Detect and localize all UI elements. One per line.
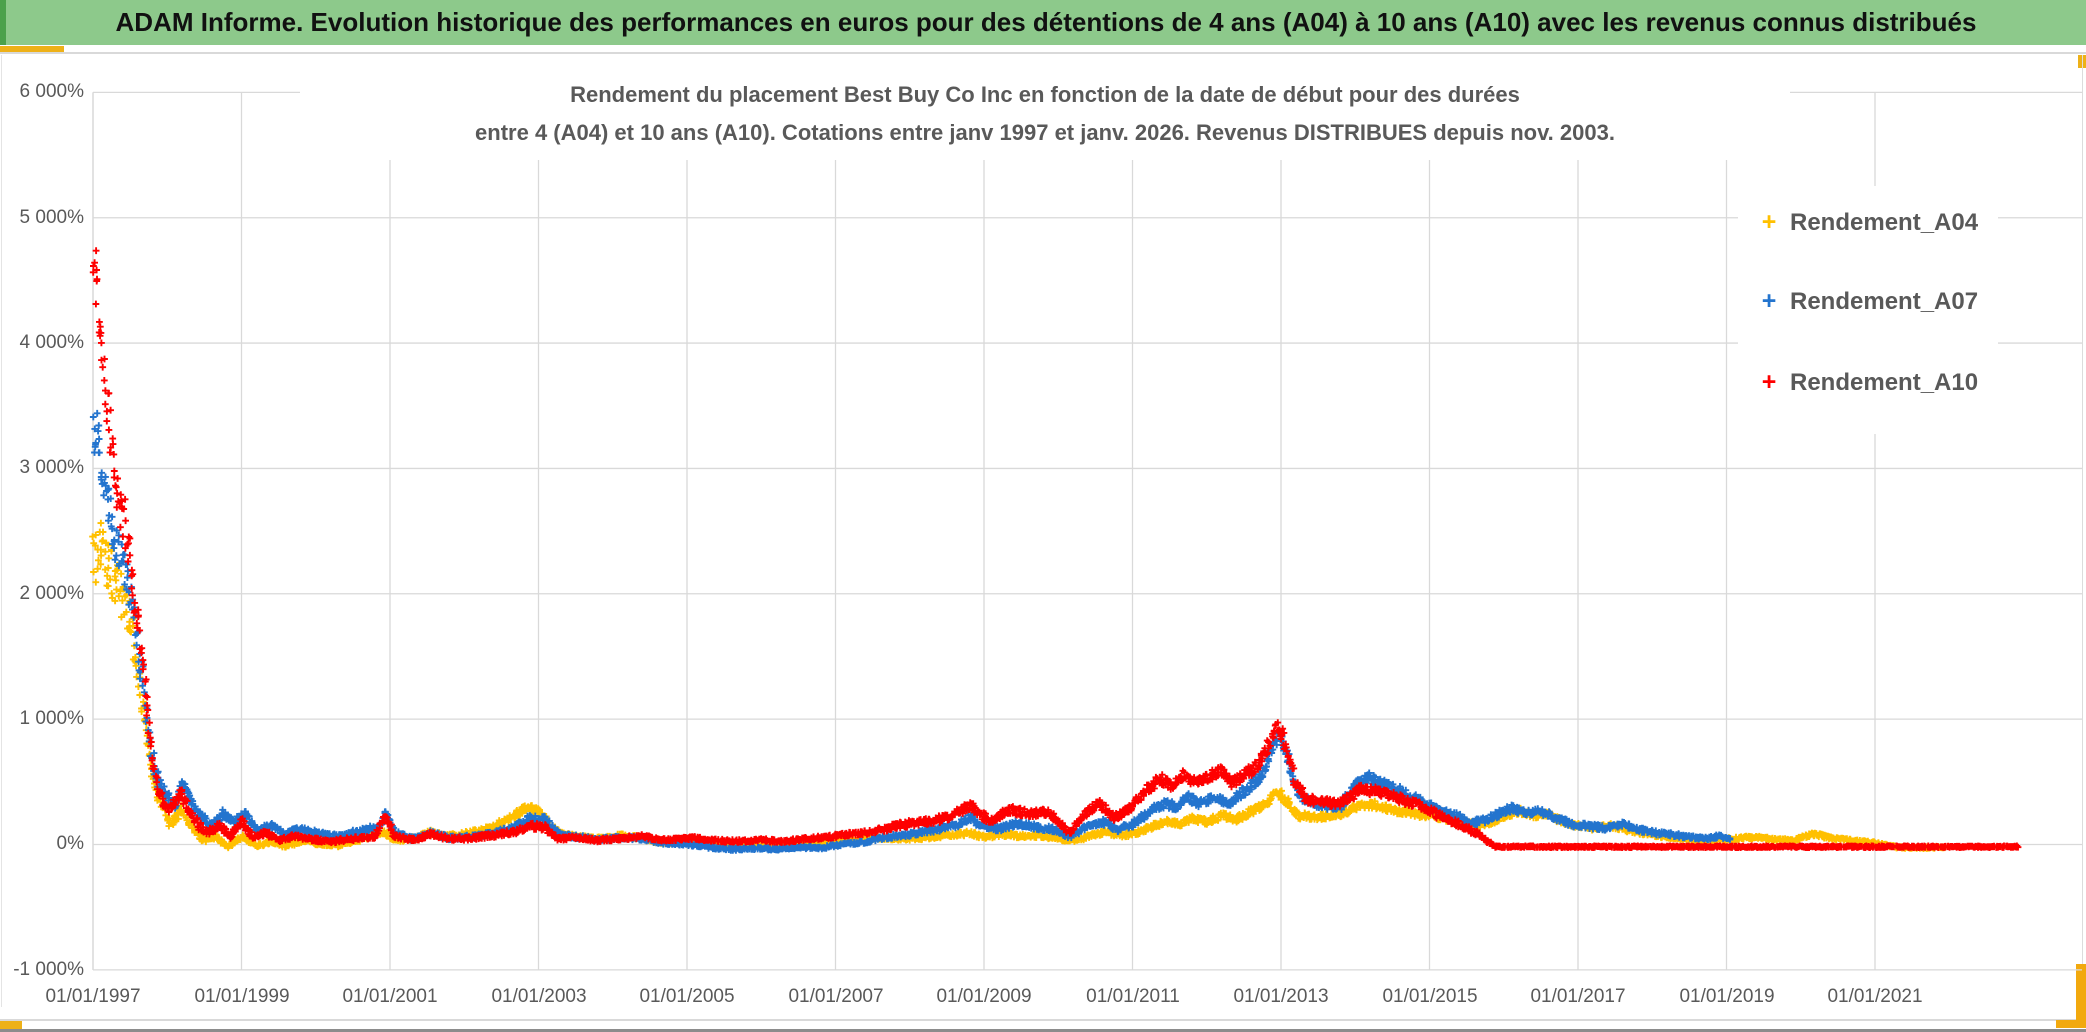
divider-line (0, 52, 2086, 54)
x-axis-tick: 01/01/1997 (45, 986, 141, 1007)
left-edge-line (1, 55, 2, 1007)
x-axis-tick: 01/01/2015 (1382, 986, 1478, 1007)
legend-label: Rendement_A07 (1790, 287, 1979, 315)
chart-title: Rendement du placement Best Buy Co Inc e… (300, 64, 1790, 160)
top-banner: ADAM Informe. Evolution historique des p… (0, 0, 2086, 45)
plus-marker-icon: + (1761, 208, 1777, 236)
x-axis-tick: 01/01/2017 (1530, 986, 1626, 1007)
chart-title-line2: entre 4 (A04) et 10 ans (A10). Cotations… (475, 120, 1615, 145)
legend-item-a10: + Rendement_A10 (1756, 368, 1978, 397)
chart-title-line1: Rendement du placement Best Buy Co Inc e… (570, 82, 1520, 107)
x-axis-tick: 01/01/1999 (194, 986, 290, 1007)
x-axis-tick: 01/01/2019 (1679, 986, 1775, 1007)
series-Rendement_A07 (89, 409, 1734, 854)
legend-item-a04: + Rendement_A04 (1756, 208, 1978, 237)
x-axis-tick: 01/01/2021 (1827, 986, 1923, 1007)
gold-accent-bottom-left (0, 1021, 22, 1030)
legend: + Rendement_A04 + Rendement_A07 + Rendem… (1738, 186, 1998, 434)
orange-corner-accent (2056, 1020, 2086, 1028)
x-axis-tick: 01/01/2005 (639, 986, 735, 1007)
x-axis-tick: 01/01/2013 (1233, 986, 1329, 1007)
y-axis-tick: 6 000% (19, 81, 84, 102)
x-axis-tick: 01/01/2003 (491, 986, 587, 1007)
orange-corner-accent (2076, 964, 2086, 1028)
series-Rendement_A10 (89, 247, 2022, 851)
data-points (89, 247, 2022, 854)
y-axis-tick: 2 000% (19, 583, 84, 604)
legend-label: Rendement_A10 (1790, 368, 1979, 396)
plus-marker-icon: + (1761, 368, 1777, 396)
series-Rendement_A04 (89, 519, 1949, 852)
bottom-divider-line (0, 1019, 2086, 1021)
x-axis-tick: 01/01/2009 (936, 986, 1032, 1007)
x-axis-tick: 01/01/2011 (1086, 986, 1180, 1007)
y-axis-tick: 4 000% (19, 332, 84, 353)
right-edge-line (2082, 55, 2083, 1007)
legend-item-a07: + Rendement_A07 (1756, 287, 1978, 316)
x-axis-tick: 01/01/2001 (342, 986, 438, 1007)
y-axis-tick: 5 000% (19, 207, 84, 228)
x-axis-tick: 01/01/2007 (788, 986, 884, 1007)
y-axis-tick: -1 000% (13, 959, 84, 980)
window-bottom-edge (0, 1029, 2086, 1032)
y-axis-tick: 1 000% (19, 708, 84, 729)
legend-label: Rendement_A04 (1790, 208, 1979, 236)
plus-marker-icon: + (1761, 287, 1777, 315)
gold-accent-left (0, 46, 64, 54)
y-axis-tick: 0% (56, 833, 84, 854)
y-axis-tick: 3 000% (19, 457, 84, 478)
banner-title: ADAM Informe. Evolution historique des p… (115, 7, 1977, 37)
